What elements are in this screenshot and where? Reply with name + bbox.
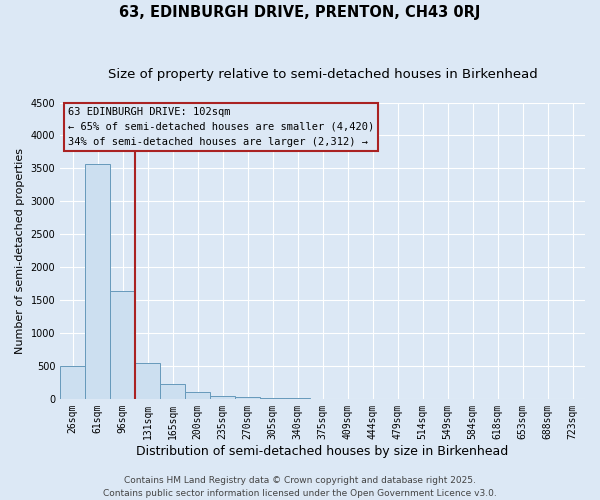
Bar [135, 364, 160, 399]
Bar [285, 398, 310, 399]
Bar [85, 164, 110, 399]
Bar [110, 291, 135, 399]
Title: Size of property relative to semi-detached houses in Birkenhead: Size of property relative to semi-detach… [108, 68, 538, 80]
Bar [160, 384, 185, 399]
Text: 63, EDINBURGH DRIVE, PRENTON, CH43 0RJ: 63, EDINBURGH DRIVE, PRENTON, CH43 0RJ [119, 5, 481, 20]
Bar [235, 398, 260, 399]
Bar [185, 392, 210, 399]
Text: Contains HM Land Registry data © Crown copyright and database right 2025.
Contai: Contains HM Land Registry data © Crown c… [103, 476, 497, 498]
Bar [60, 366, 85, 399]
Y-axis label: Number of semi-detached properties: Number of semi-detached properties [15, 148, 25, 354]
Text: 63 EDINBURGH DRIVE: 102sqm
← 65% of semi-detached houses are smaller (4,420)
34%: 63 EDINBURGH DRIVE: 102sqm ← 65% of semi… [68, 107, 374, 146]
X-axis label: Distribution of semi-detached houses by size in Birkenhead: Distribution of semi-detached houses by … [136, 444, 509, 458]
Bar [210, 396, 235, 399]
Bar [260, 398, 285, 399]
